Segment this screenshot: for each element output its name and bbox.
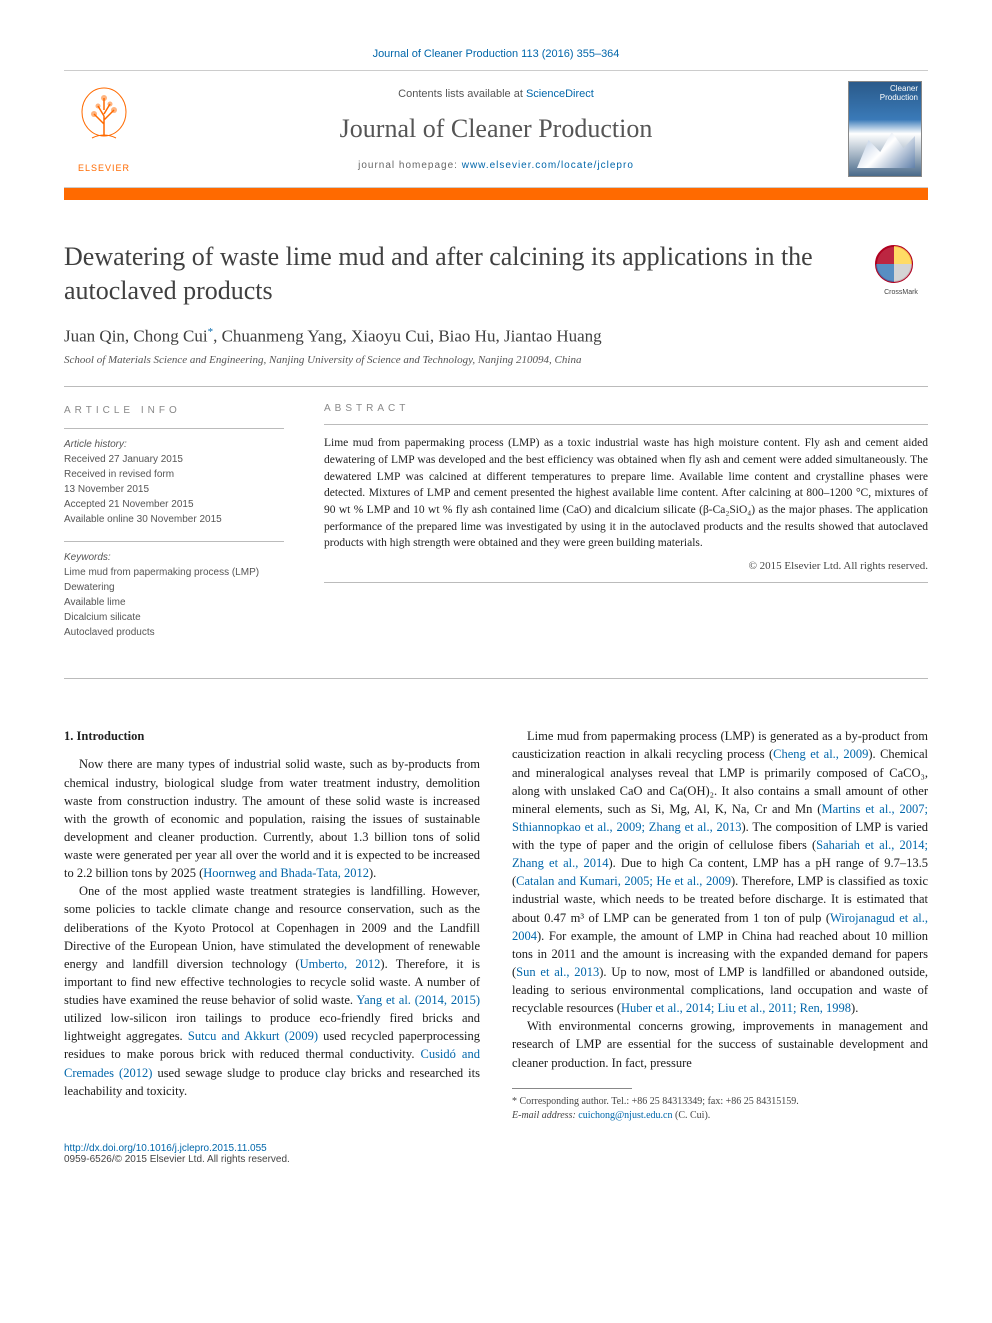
keyword: Autoclaved products — [64, 627, 155, 638]
abstract-block: ABSTRACT Lime mud from papermaking proce… — [324, 403, 928, 654]
homepage-link[interactable]: www.elsevier.com/locate/jclepro — [462, 160, 634, 171]
paragraph: One of the most applied waste treatment … — [64, 882, 480, 1100]
keywords-label: Keywords: — [64, 552, 111, 563]
body-columns: 1. Introduction Now there are many types… — [64, 727, 928, 1122]
section-heading: 1. Introduction — [64, 727, 480, 745]
homepage-prefix: journal homepage: — [358, 160, 462, 171]
issn-copyright: 0959-6526/© 2015 Elsevier Ltd. All right… — [64, 1154, 290, 1165]
paragraph: Lime mud from papermaking process (LMP) … — [512, 727, 928, 1017]
publisher-block: ELSEVIER — [64, 86, 144, 173]
keyword: Lime mud from papermaking process (LMP) — [64, 567, 259, 578]
authors: Juan Qin, Chong Cui*, Chuanmeng Yang, Xi… — [64, 326, 928, 347]
email-footnote: E-mail address: cuichong@njust.edu.cn (C… — [512, 1109, 928, 1123]
history-line: Received 27 January 2015 — [64, 454, 183, 465]
abstract-text: Lime mud from papermaking process (LMP) … — [324, 435, 928, 552]
abstract-heading: ABSTRACT — [324, 403, 928, 414]
history-line: Available online 30 November 2015 — [64, 514, 222, 525]
citation-ref[interactable]: Catalan and Kumari, 2005; He et al., 200… — [516, 874, 731, 888]
keyword: Available lime — [64, 597, 126, 608]
email-link[interactable]: cuichong@njust.edu.cn — [578, 1110, 672, 1121]
article-title: Dewatering of waste lime mud and after c… — [64, 240, 854, 308]
citation-ref[interactable]: Cheng et al., 2009 — [773, 747, 868, 761]
journal-citation: Journal of Cleaner Production 113 (2016)… — [64, 48, 928, 60]
history-line: Received in revised form — [64, 469, 174, 480]
abstract-copyright: © 2015 Elsevier Ltd. All rights reserved… — [324, 560, 928, 572]
footnote-divider — [512, 1088, 632, 1089]
article-info-heading: ARTICLE INFO — [64, 403, 284, 418]
sciencedirect-link[interactable]: ScienceDirect — [526, 88, 594, 100]
homepage-line: journal homepage: www.elsevier.com/locat… — [144, 160, 848, 171]
affiliation: School of Materials Science and Engineer… — [64, 354, 928, 366]
paragraph: With environmental concerns growing, imp… — [512, 1017, 928, 1071]
contents-prefix: Contents lists available at — [398, 88, 526, 100]
citation-ref[interactable]: Hoornweg and Bhada-Tata, 2012 — [203, 866, 369, 880]
doi-link[interactable]: http://dx.doi.org/10.1016/j.jclepro.2015… — [64, 1143, 267, 1154]
corresponding-footnote: * Corresponding author. Tel.: +86 25 843… — [512, 1095, 928, 1109]
journal-name: Journal of Cleaner Production — [144, 114, 848, 144]
history-line: 13 November 2015 — [64, 484, 149, 495]
citation-ref[interactable]: Sun et al., 2013 — [516, 965, 599, 979]
article-info: ARTICLE INFO Article history: Received 2… — [64, 403, 284, 654]
contents-line: Contents lists available at ScienceDirec… — [144, 88, 848, 100]
citation-link[interactable]: Journal of Cleaner Production 113 (2016)… — [373, 48, 620, 60]
citation-ref[interactable]: Umberto, 2012 — [300, 957, 381, 971]
orange-divider — [64, 188, 928, 200]
journal-cover-thumb: Cleaner Production — [848, 81, 922, 177]
citation-ref[interactable]: Sutcu and Akkurt (2009) — [188, 1029, 318, 1043]
history-label: Article history: — [64, 439, 127, 450]
paragraph: Now there are many types of industrial s… — [64, 755, 480, 882]
publisher-name: ELSEVIER — [64, 163, 144, 173]
keyword: Dewatering — [64, 582, 115, 593]
citation-ref[interactable]: Yang et al. (2014, 2015) — [356, 993, 480, 1007]
svg-text:CrossMark: CrossMark — [884, 289, 918, 296]
elsevier-tree-icon — [74, 86, 134, 156]
masthead: ELSEVIER Contents lists available at Sci… — [64, 70, 928, 188]
keyword: Dicalcium silicate — [64, 612, 141, 623]
history-line: Accepted 21 November 2015 — [64, 499, 194, 510]
footer-meta: http://dx.doi.org/10.1016/j.jclepro.2015… — [64, 1143, 928, 1165]
crossmark-icon[interactable]: CrossMark — [874, 244, 928, 298]
citation-ref[interactable]: Huber et al., 2014; Liu et al., 2011; Re… — [621, 1001, 851, 1015]
cover-title: Cleaner Production — [852, 85, 918, 103]
